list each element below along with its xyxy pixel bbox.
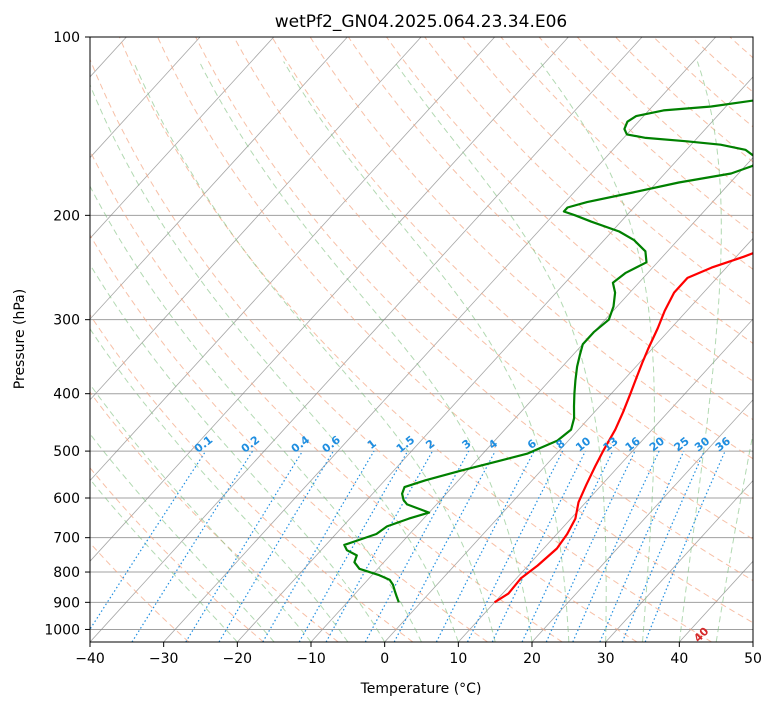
y-tick-label: 600: [53, 491, 80, 507]
x-axis-ticks: −40 −30 −20 −10 0 10 20 30 40 50: [75, 642, 762, 667]
x-tick-label: −20: [223, 651, 253, 667]
dry-adiabat-line: [500, 37, 753, 270]
isotherm-line: [163, 37, 717, 642]
dry-adiabat-line: [90, 149, 563, 642]
x-tick-label: −30: [149, 651, 179, 667]
moist-adiabat-line: [678, 61, 722, 642]
isotherm-line: [90, 37, 569, 562]
moist-adiabat-line: [198, 61, 533, 642]
moist-adiabat-line: [539, 61, 655, 642]
y-axis-ticks: 100 200 300 400 500 600 700 800 900 1000: [44, 30, 90, 638]
y-tick-label: 300: [53, 313, 80, 329]
x-axis-label: Temperature (°C): [360, 681, 482, 697]
mixing-ratio-line: [298, 450, 409, 642]
isotherm-line: [90, 37, 422, 401]
dry-adiabat-line: [424, 37, 753, 344]
x-tick-label: −10: [296, 651, 326, 667]
y-tick-label: 500: [53, 444, 80, 460]
dry-adiabat-line: [118, 37, 712, 642]
isotherm-line: [90, 37, 275, 239]
x-tick-label: −40: [75, 651, 105, 667]
moist-adiabat-line: [715, 430, 753, 642]
dry-adiabat-line: [576, 37, 753, 198]
dry-adiabat-line: [195, 37, 753, 582]
isotherm-line: [531, 399, 753, 642]
moist-adiabat-line: [283, 61, 570, 642]
mixing-ratio-line: [644, 450, 726, 642]
isotherm-line: [90, 37, 643, 642]
dry-adiabat-line: [271, 37, 753, 500]
chart-title: wetPf2_GN04.2025.064.23.34.E06: [275, 12, 567, 32]
x-tick-label: 0: [380, 651, 389, 667]
isotherm-line: [90, 37, 201, 159]
mixing-ratio-line: [621, 450, 705, 642]
mixing-ratio-line: [364, 450, 470, 642]
moist-adiabat-line: [90, 383, 312, 642]
temperature-profile: [493, 252, 753, 604]
mixing-ratio-line: [218, 450, 334, 642]
plot-frame: [89, 36, 754, 643]
isotherm-line: [237, 76, 753, 642]
x-tick-label: 40: [670, 651, 688, 667]
moist-adiabat-line: [90, 433, 275, 642]
moist-adiabat-line: [90, 327, 349, 642]
moist-adiabat-line: [133, 61, 496, 642]
isotherm-line: [458, 318, 753, 642]
profile-lines: [343, 99, 753, 604]
y-tick-label: 200: [53, 208, 80, 224]
y-tick-label: 100: [53, 30, 80, 46]
dry-adiabat-line: [233, 37, 753, 540]
isotherm-line: [605, 479, 753, 642]
y-tick-label: 900: [53, 595, 80, 611]
mixing-ratio-line: [521, 450, 614, 642]
x-tick-label: 30: [597, 651, 615, 667]
isotherm-line: [384, 237, 753, 642]
mixing-ratio-line: [131, 450, 254, 642]
dry-adiabat-line: [157, 37, 753, 624]
x-tick-label: 10: [449, 651, 467, 667]
mixing-ratio-line: [491, 450, 586, 642]
y-tick-label: 700: [53, 531, 80, 547]
mixing-ratio-line: [545, 450, 636, 642]
moist-adiabat-line: [90, 83, 459, 642]
dry-adiabat-line: [90, 314, 414, 642]
isotherm-line: [90, 37, 348, 320]
y-axis-label: Pressure (hPa): [12, 289, 28, 389]
isotherm-line: [90, 37, 496, 482]
dry-adiabat-line: [386, 37, 753, 382]
dry-adiabat-line: [538, 37, 753, 234]
dewpoint-profile: [343, 99, 753, 603]
x-tick-label: 50: [744, 651, 762, 667]
y-tick-label: 400: [53, 387, 80, 403]
y-tick-label: 1000: [44, 622, 80, 638]
x-tick-label: 20: [523, 651, 541, 667]
dry-adiabat-line: [347, 37, 753, 421]
mixing-ratio-line: [185, 450, 304, 642]
mixing-ratio-line: [262, 450, 375, 642]
moist-adiabat-line: [90, 185, 422, 642]
mixing-ratio-line: [325, 450, 434, 642]
moist-adiabat-line: [393, 61, 607, 642]
y-tick-label: 800: [53, 565, 80, 581]
moist-adiabat-line: [90, 263, 386, 642]
background-lines: [90, 37, 753, 642]
mixing-ratio-line: [572, 450, 660, 642]
